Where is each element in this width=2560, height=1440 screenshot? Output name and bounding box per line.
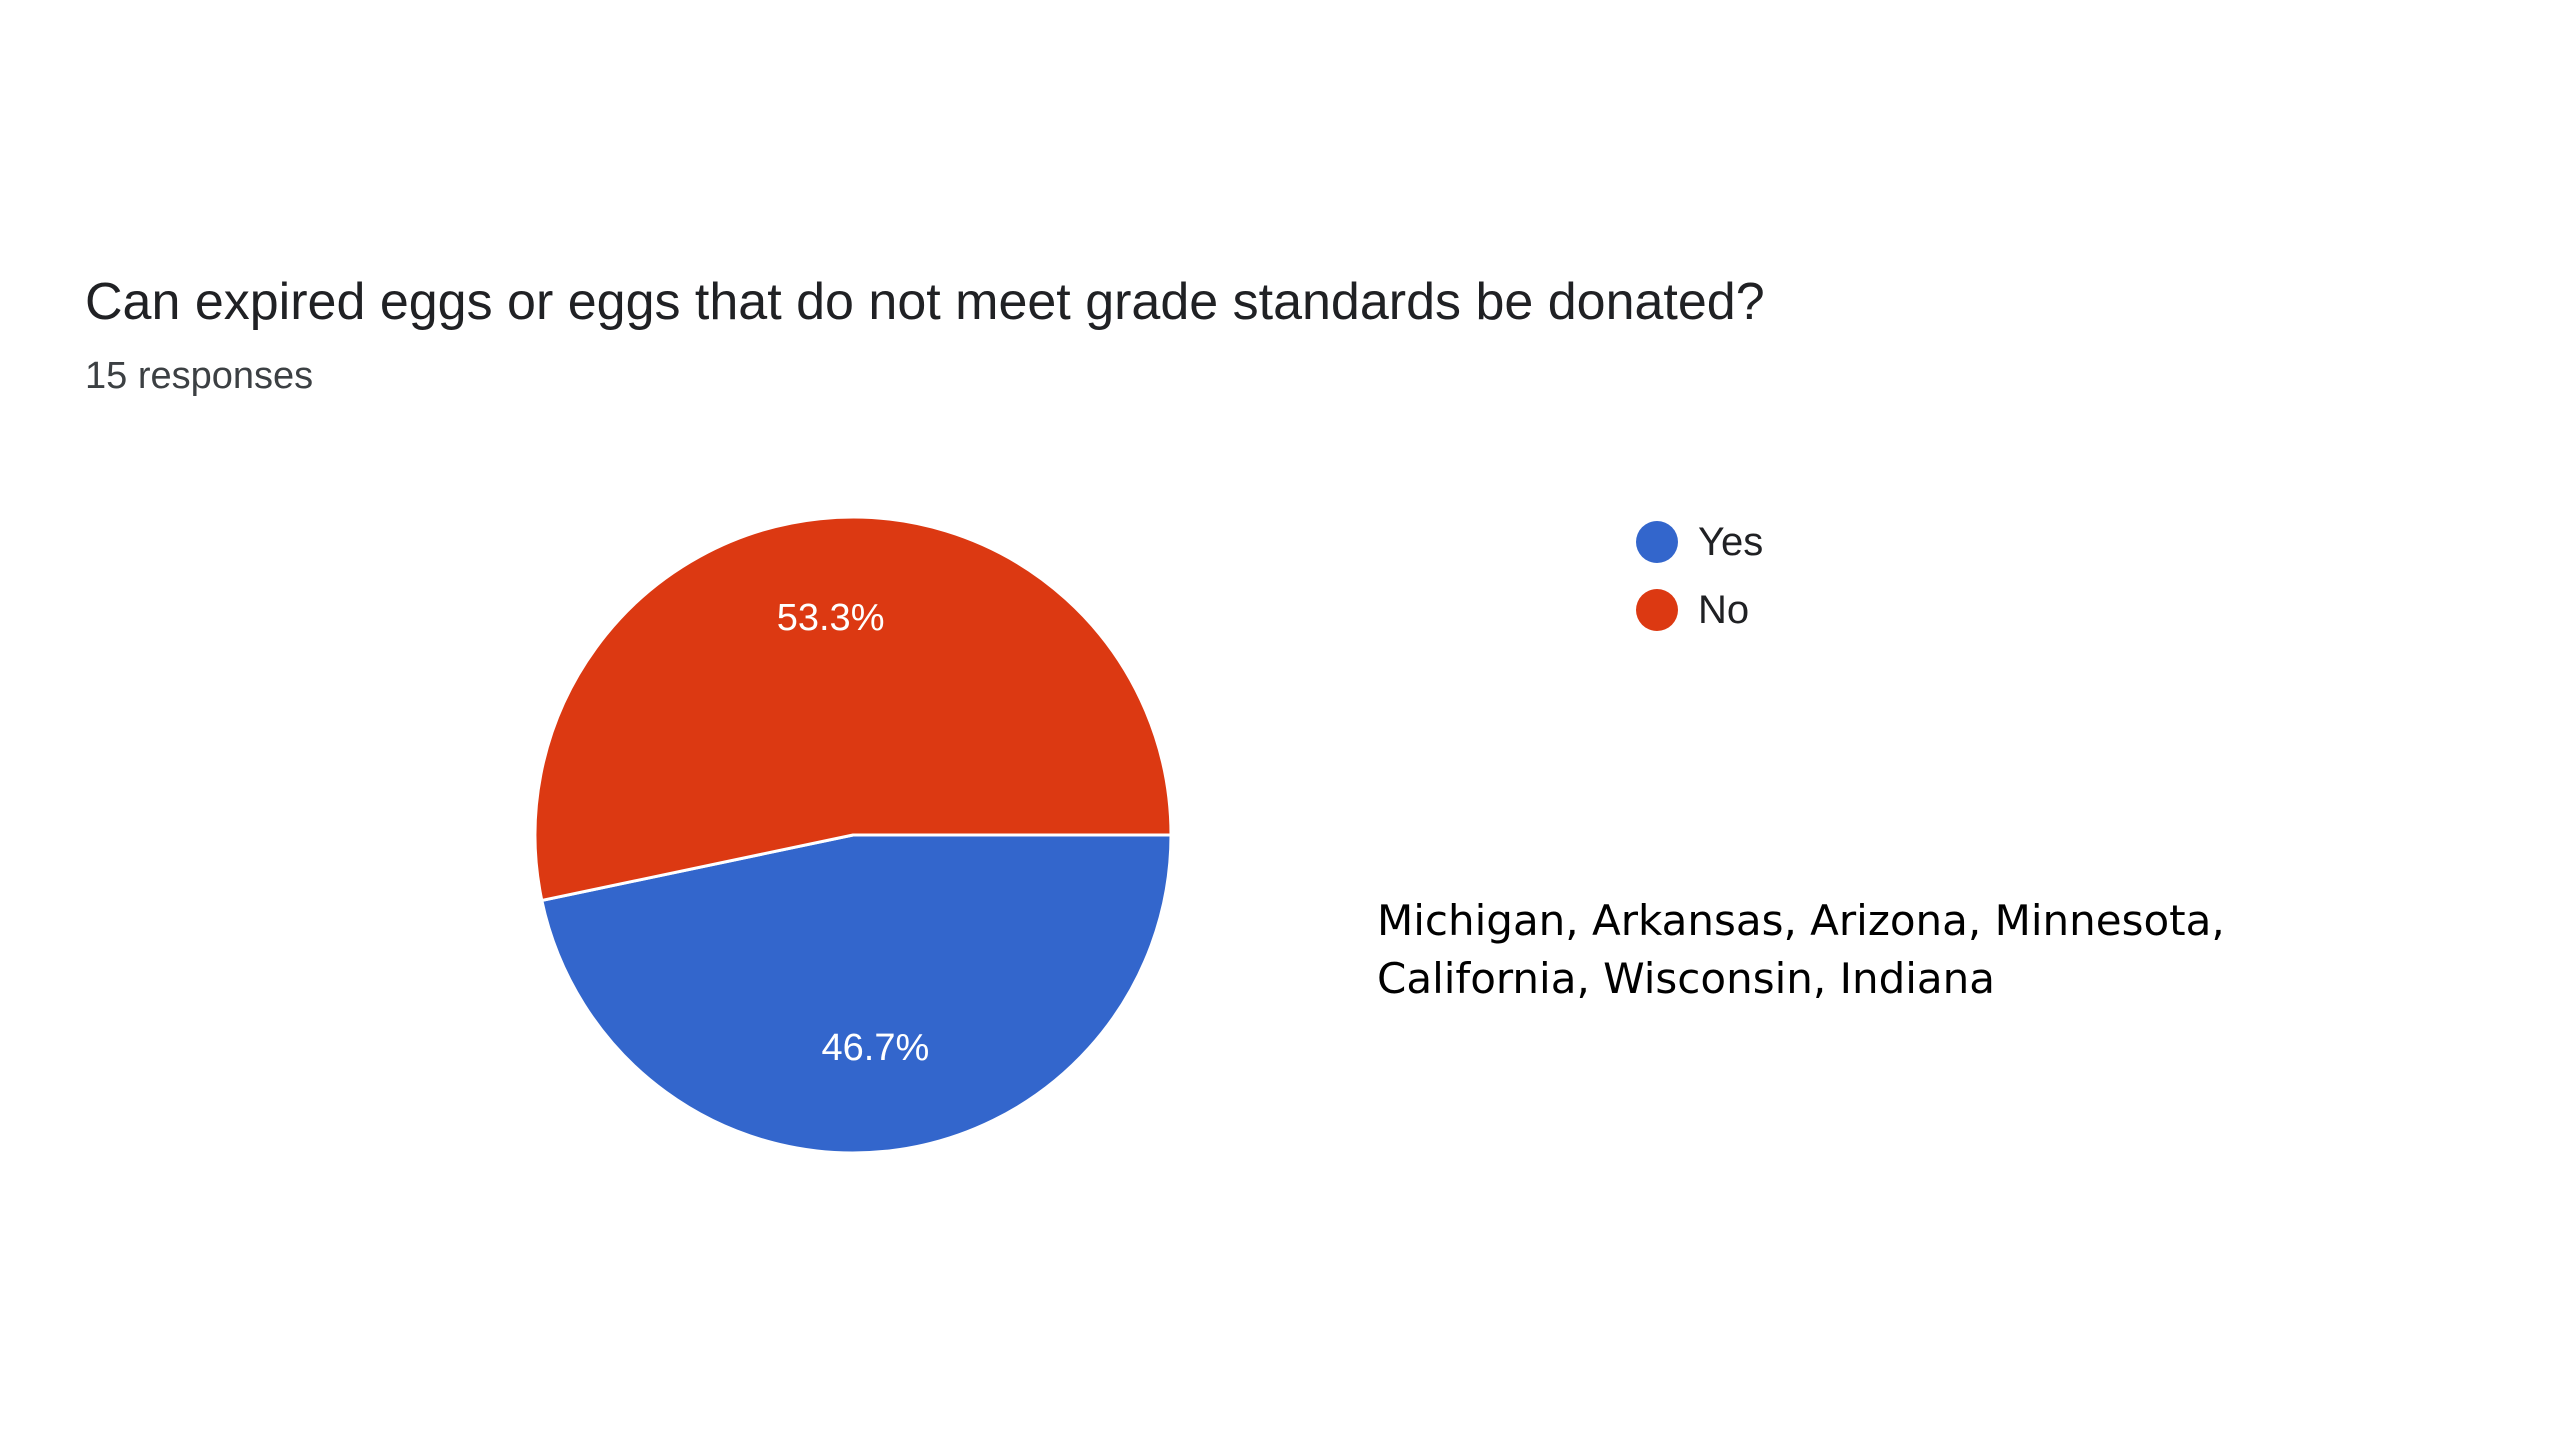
pie-label-yes: 46.7% [822,1027,930,1069]
legend-label-no: No [1698,587,1750,632]
chart-legend: Yes No [1636,508,1763,644]
pie-label-no: 53.3% [777,597,885,639]
legend-swatch-yes [1636,521,1678,563]
pie-slice-yes[interactable] [540,833,1173,1155]
legend-swatch-no [1636,589,1678,631]
chart-title: Can expired eggs or eggs that do not mee… [85,273,1765,331]
legend-item-yes[interactable]: Yes [1636,508,1763,576]
pie-slice-no[interactable] [533,515,1173,903]
legend-item-no[interactable]: No [1636,576,1763,644]
states-note: Michigan, Arkansas, Arizona, Minnesota, … [1377,896,2225,1003]
response-count: 15 responses [85,355,314,397]
legend-label-yes: Yes [1698,519,1764,564]
